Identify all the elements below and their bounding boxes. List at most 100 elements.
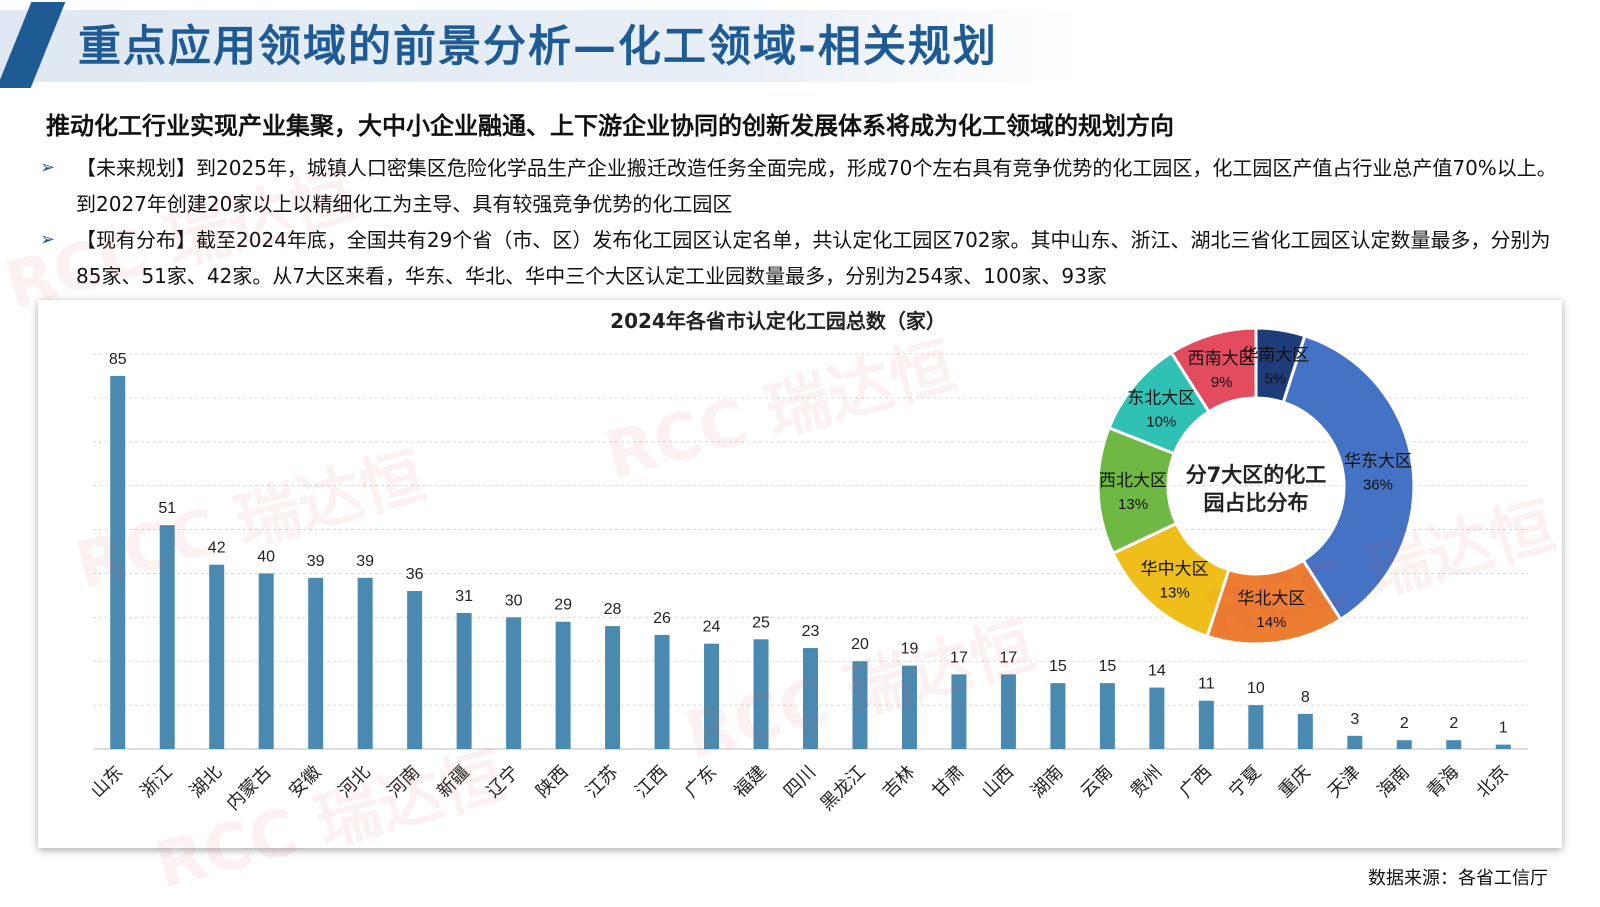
donut-slice-percent: 36%	[1363, 477, 1393, 494]
x-tick-label: 河北	[334, 762, 374, 802]
x-tick-label: 青海	[1423, 762, 1463, 802]
bar-value-label: 15	[1049, 658, 1067, 675]
x-tick-label: 海南	[1374, 762, 1414, 802]
bar-value-label: 26	[653, 610, 671, 627]
bar-value-label: 14	[1148, 663, 1166, 680]
x-tick-label: 山西	[978, 762, 1018, 802]
bar-广东	[704, 643, 720, 749]
bar-陕西	[555, 621, 571, 749]
bar-江苏	[605, 626, 621, 749]
arrow-bullet-icon: ➢	[40, 157, 56, 178]
bar-value-label: 39	[307, 553, 325, 570]
bar-value-label: 3	[1350, 711, 1359, 728]
bar-value-label: 1	[1499, 720, 1508, 737]
bar-福建	[753, 639, 769, 749]
page-title: 重点应用领域的前景分析—化工领域-相关规划	[78, 22, 998, 72]
x-tick-label: 安徽	[285, 762, 325, 802]
bar-海南	[1396, 740, 1412, 749]
bar-value-label: 10	[1247, 680, 1265, 697]
bullet-text: 【未来规划】到2025年，城镇人口密集区危险化学品生产企业搬迁改造任务全面完成，…	[76, 156, 1557, 216]
x-tick-label: 四川	[780, 762, 820, 802]
donut-slice-label: 东北大区	[1127, 389, 1195, 409]
donut-slice-label: 华北大区	[1237, 589, 1305, 609]
x-tick-label: 黑龙江	[816, 762, 869, 815]
donut-slice-华南大区	[1254, 326, 1307, 405]
bar-河北	[357, 577, 373, 749]
x-tick-label: 广西	[1176, 762, 1216, 802]
bar-value-label: 23	[802, 623, 820, 640]
x-tick-label: 福建	[730, 762, 770, 802]
bar-value-label: 28	[604, 601, 622, 618]
x-tick-label: 内蒙古	[223, 762, 276, 815]
bar-value-label: 11	[1198, 676, 1215, 693]
bar-山西	[1000, 674, 1016, 749]
bar-value-label: 17	[950, 649, 968, 666]
bar-黑龙江	[852, 661, 868, 749]
x-tick-label: 吉林	[879, 762, 919, 802]
bar-天津	[1347, 735, 1363, 749]
bar-浙江	[159, 525, 175, 749]
x-tick-label: 江西	[631, 762, 671, 802]
bar-value-label: 20	[851, 636, 869, 653]
donut-center-title: 分7大区的化工	[1186, 463, 1327, 487]
x-tick-label: 湖北	[186, 762, 226, 802]
bar-value-label: 2	[1400, 715, 1409, 732]
page-subtitle: 推动化工行业实现产业集聚，大中小企业融通、上下游企业协同的创新发展体系将成为化工…	[46, 112, 1174, 140]
x-tick-label: 宁夏	[1225, 762, 1265, 802]
donut-slice-percent: 5%	[1264, 371, 1286, 388]
donut-slice-label: 华南大区	[1241, 346, 1309, 366]
x-tick-label: 河南	[384, 762, 424, 802]
donut-slice-华东大区	[1281, 333, 1416, 622]
x-tick-label: 广东	[681, 762, 721, 802]
bar-value-label: 8	[1301, 689, 1310, 706]
bar-甘肃	[951, 674, 967, 749]
bar-北京	[1495, 744, 1511, 749]
bar-四川	[803, 648, 818, 749]
data-source: 数据来源：各省工信厅	[1368, 868, 1548, 889]
bar-chart-title: 2024年各省市认定化工园总数（家）	[610, 309, 946, 333]
x-tick-label: 重庆	[1275, 762, 1315, 802]
x-tick-label: 天津	[1324, 762, 1364, 802]
donut-slice-percent: 13%	[1160, 584, 1190, 601]
donut-slice-label: 华中大区	[1141, 559, 1209, 579]
x-tick-label: 辽宁	[483, 762, 523, 802]
donut-center-title: 园占比分布	[1204, 491, 1309, 515]
bar-安徽	[308, 577, 324, 749]
bar-value-label: 85	[109, 351, 127, 368]
bar-吉林	[901, 665, 917, 749]
title-bar	[0, 10, 1080, 82]
bar-江西	[654, 634, 670, 749]
donut-slice-percent: 13%	[1118, 496, 1148, 513]
bar-新疆	[456, 612, 472, 749]
bar-贵州	[1149, 687, 1165, 749]
x-tick-label: 新疆	[433, 762, 473, 802]
x-tick-label: 云南	[1077, 762, 1117, 802]
x-tick-label: 贵州	[1126, 762, 1166, 802]
bar-青海	[1446, 740, 1462, 749]
bar-value-label: 25	[752, 614, 770, 631]
donut-slice-percent: 14%	[1256, 614, 1286, 631]
donut-slice-percent: 10%	[1146, 414, 1176, 431]
bullet-future-plan: ➢ 【未来规划】到2025年，城镇人口密集区危险化学品生产企业搬迁改造任务全面完…	[40, 150, 1570, 222]
bar-value-label: 29	[554, 597, 572, 614]
bar-value-label: 36	[406, 566, 424, 583]
bar-value-label: 31	[455, 588, 473, 605]
arrow-bullet-icon: ➢	[40, 229, 56, 250]
chart-canvas: 2024年各省市认定化工园总数（家） 85 山东 51 浙江 42 湖北 40 内蒙古 39 安徽 3…	[87, 309, 1528, 815]
bar-广西	[1198, 700, 1214, 749]
bar-value-label: 19	[901, 641, 919, 658]
bar-辽宁	[506, 617, 522, 749]
donut-slice-percent: 9%	[1211, 374, 1233, 391]
bar-value-label: 2	[1449, 715, 1458, 732]
donut-slice-label: 西南大区	[1188, 349, 1256, 369]
x-tick-label: 浙江	[136, 762, 176, 802]
bar-value-label: 40	[257, 548, 275, 565]
chart-panel: 2024年各省市认定化工园总数（家） 85 山东 51 浙江 42 湖北 40 内蒙古 39 安徽 3…	[38, 300, 1562, 848]
donut-slice-label: 华东大区	[1344, 452, 1412, 472]
bar-云南	[1099, 683, 1115, 749]
x-tick-label: 陕西	[532, 762, 572, 802]
bar-河南	[407, 591, 423, 749]
bar-value-label: 30	[505, 592, 523, 609]
bar-重庆	[1297, 713, 1313, 749]
bullet-current-distribution: ➢ 【现有分布】截至2024年底，全国共有29个省（市、区）发布化工园区认定名单…	[40, 222, 1570, 294]
